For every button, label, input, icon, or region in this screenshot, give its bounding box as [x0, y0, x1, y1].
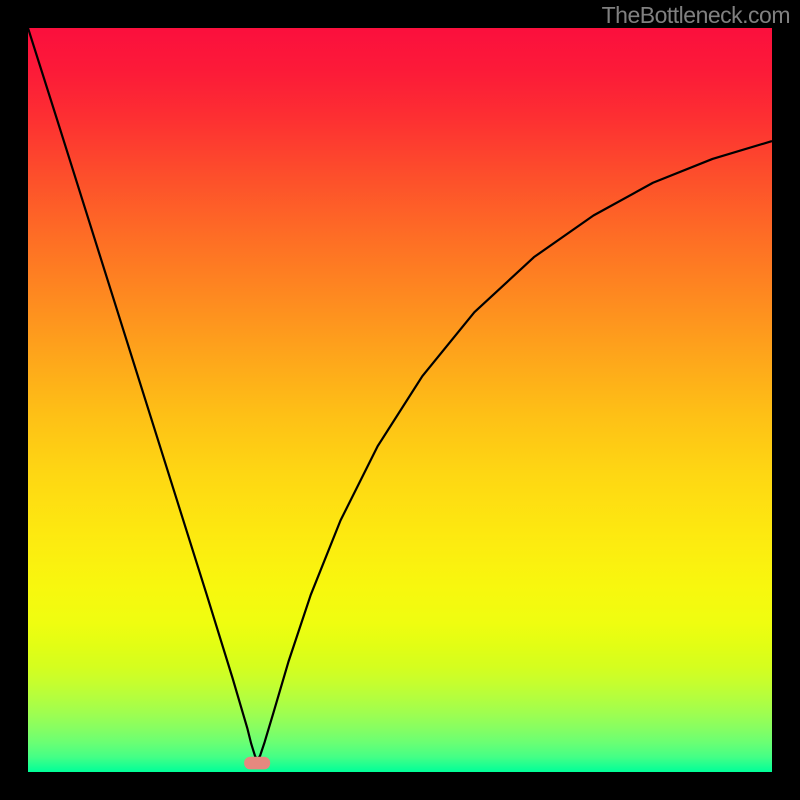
- min-marker: [244, 757, 270, 770]
- chart-frame: { "watermark": { "text": "TheBottleneck.…: [0, 0, 800, 800]
- watermark-text: TheBottleneck.com: [602, 2, 790, 29]
- chart-svg: [28, 28, 772, 772]
- gradient-background: [28, 28, 772, 772]
- bottleneck-chart: [28, 28, 772, 772]
